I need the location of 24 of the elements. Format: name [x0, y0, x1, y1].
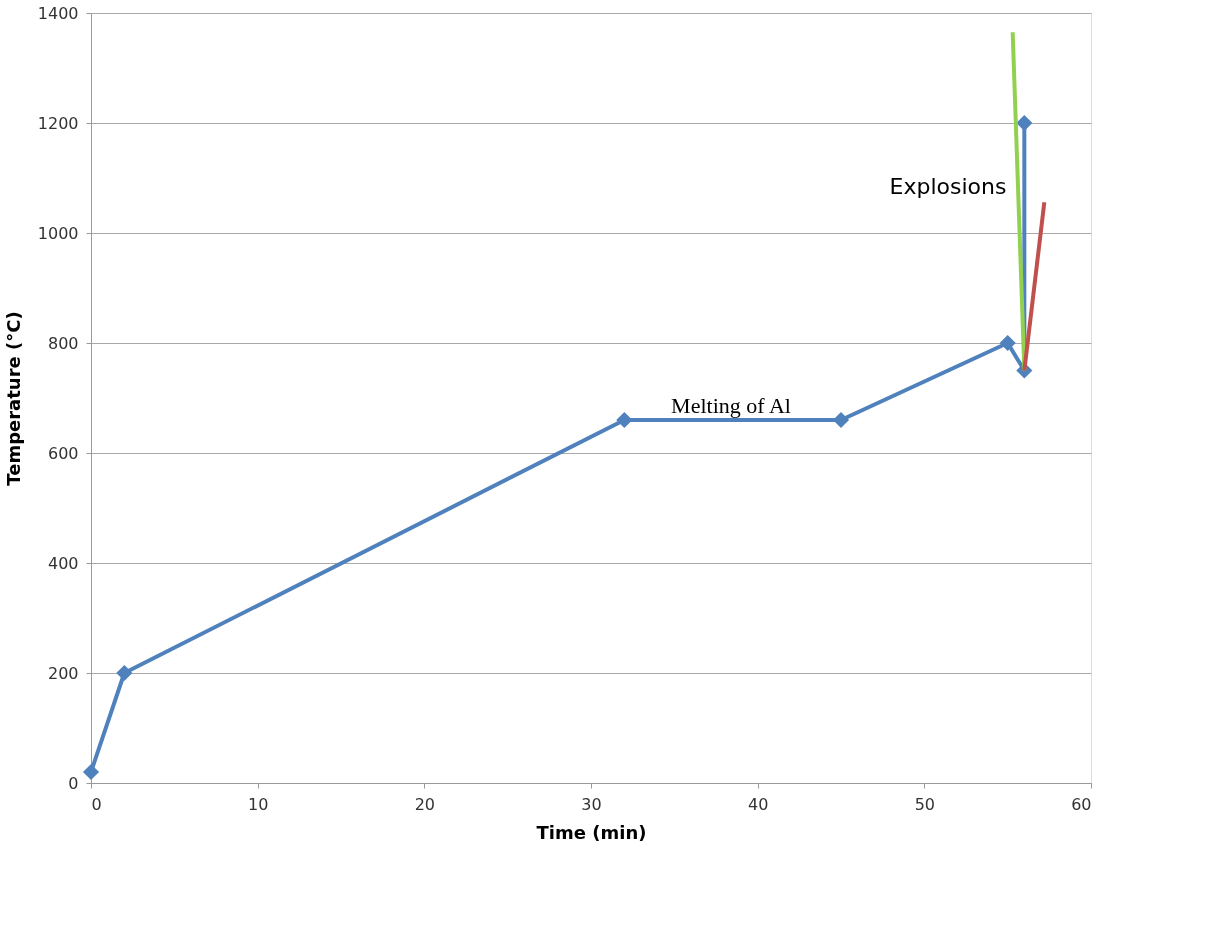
x-tick-label: 40: [747, 794, 769, 814]
x-tick-label: 30: [581, 794, 602, 814]
y-tick-label: 1000: [37, 223, 79, 243]
annotation: Melting of Al: [671, 392, 791, 418]
annotation: Explosions: [889, 174, 1007, 200]
x-tick-label: 0: [91, 794, 102, 814]
x-tick-label: 10: [247, 794, 269, 814]
point: [999, 334, 1016, 352]
y-tick-label: 400: [47, 553, 79, 573]
x-tick-label: 20: [414, 794, 436, 814]
y-tick-label: 800: [47, 333, 79, 353]
y-tick-label: 600: [47, 443, 79, 463]
y-tick-label: 1200: [37, 113, 79, 133]
point: [1016, 114, 1033, 132]
y-tick-label: 1400: [37, 3, 79, 23]
x-tick-label: 60: [1071, 794, 1092, 814]
x-axis-title: Time (min): [536, 821, 647, 843]
point: [82, 763, 100, 781]
point: [616, 411, 633, 429]
x-tick-label: 50: [914, 794, 936, 814]
y-axis-title: Temperature (°C): [2, 311, 24, 486]
point: [116, 664, 133, 682]
y-tick-label: 0: [68, 773, 79, 793]
y-tick-label: 200: [47, 663, 79, 683]
